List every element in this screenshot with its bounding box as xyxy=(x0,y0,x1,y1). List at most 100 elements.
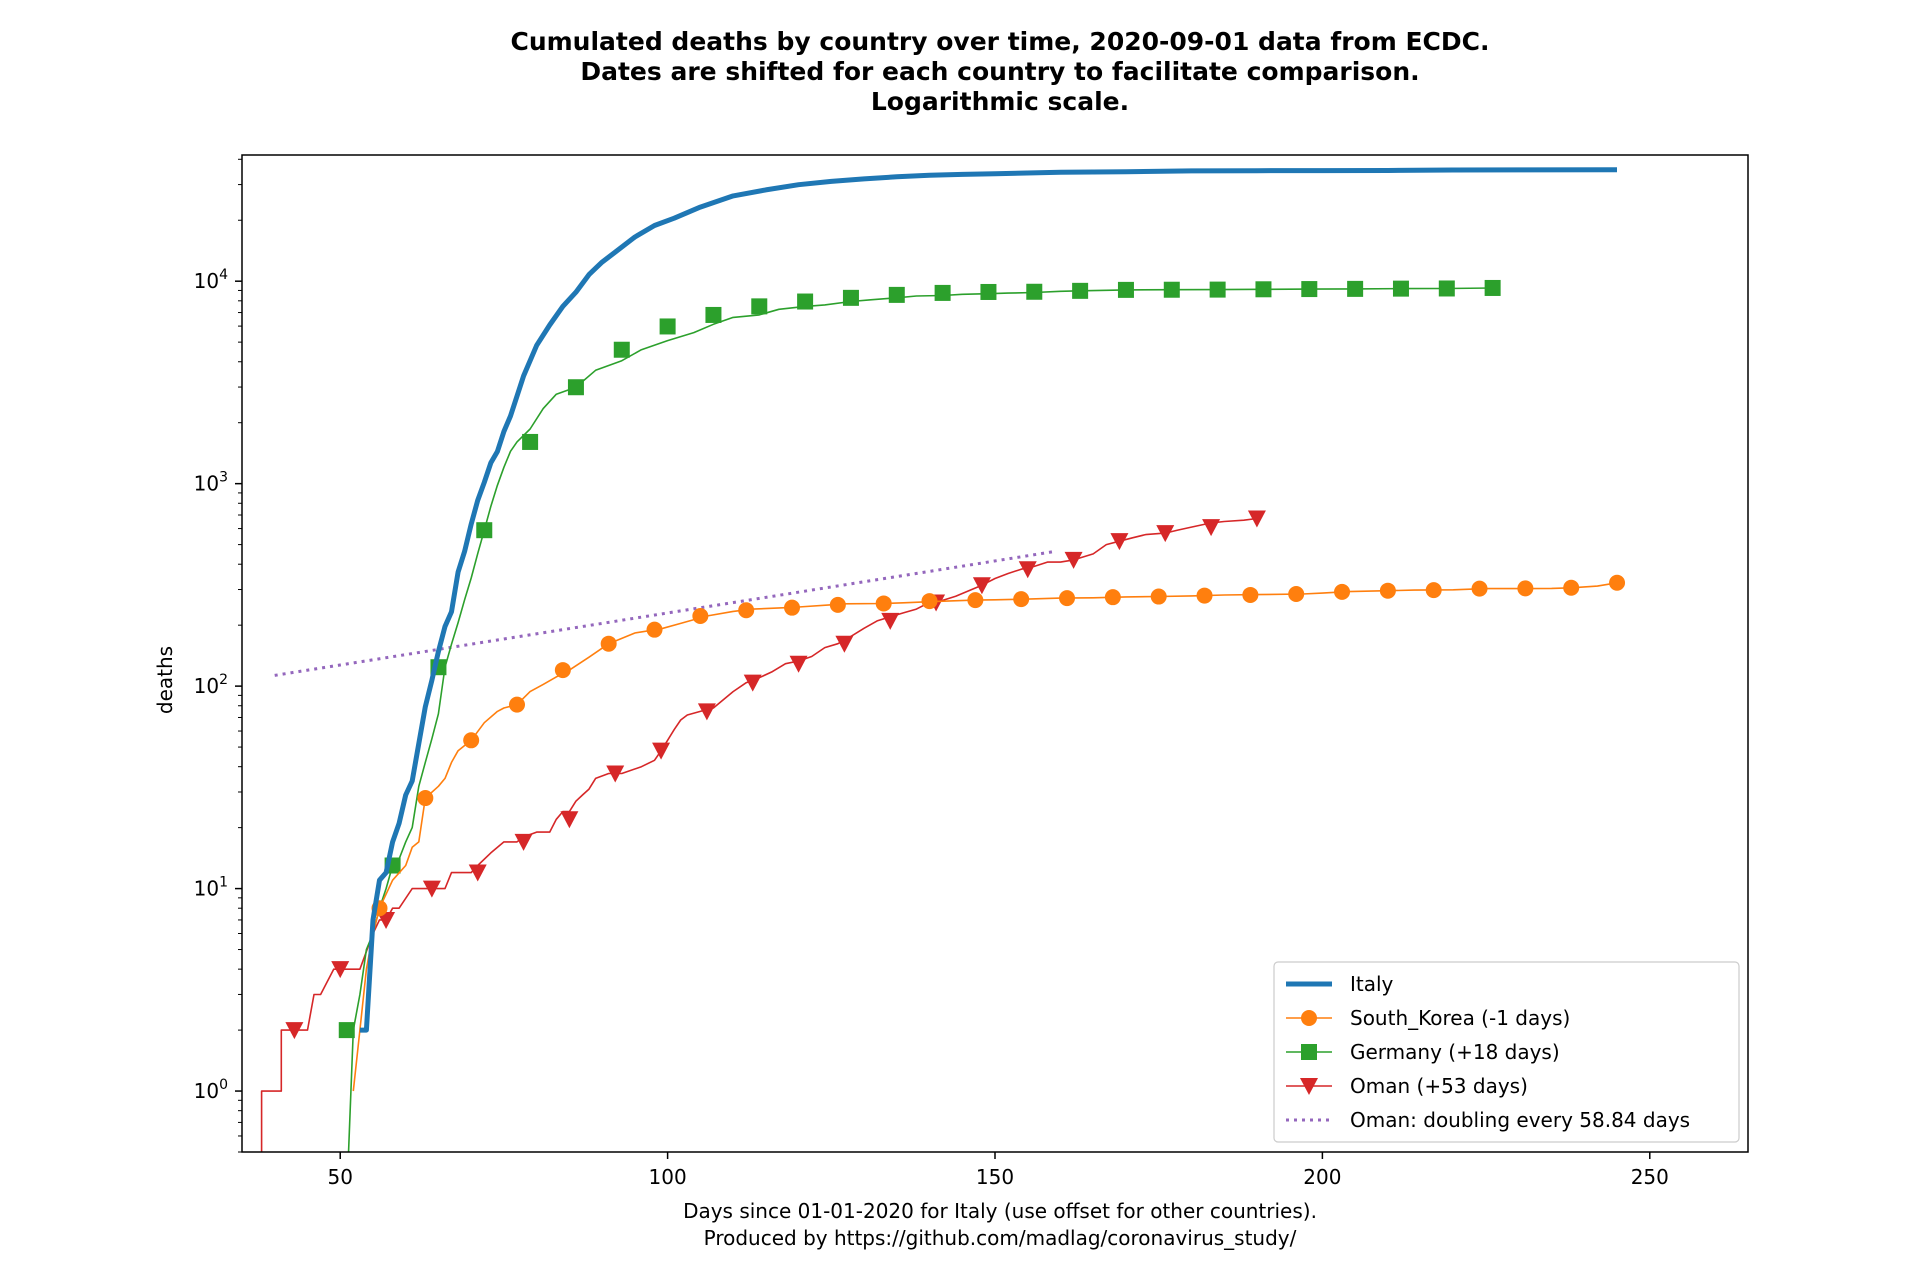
data-point-south-korea-1-days xyxy=(1334,583,1351,600)
data-point-south-korea-1-days xyxy=(784,599,801,616)
legend-marker xyxy=(1301,1010,1317,1026)
data-point-germany-18-days xyxy=(797,293,814,310)
title-line-2: Dates are shifted for each country to fa… xyxy=(580,57,1419,86)
data-point-oman-53-days xyxy=(514,833,533,851)
data-point-south-korea-1-days xyxy=(967,592,984,609)
data-point-germany-18-days xyxy=(1026,283,1043,300)
series-oman-doubling-every-58-84-days xyxy=(274,550,1055,677)
series-layer xyxy=(260,167,1626,1152)
data-point-south-korea-1-days xyxy=(1196,587,1213,604)
legend-box xyxy=(1273,961,1740,1143)
data-point-germany-18-days xyxy=(842,289,859,306)
data-point-oman-53-days xyxy=(835,635,854,653)
y-axis-label: deaths xyxy=(153,646,177,714)
data-point-germany-18-days xyxy=(934,284,951,301)
data-point-germany-18-days xyxy=(751,298,768,315)
legend-entry-germany-18-days: Germany (+18 days) xyxy=(1286,1040,1560,1064)
data-point-south-korea-1-days xyxy=(1609,574,1626,591)
series-italy xyxy=(359,167,1618,1033)
legend-entry-oman-53-days: Oman (+53 days) xyxy=(1286,1074,1528,1098)
data-point-oman-53-days xyxy=(285,1022,304,1040)
legend-label: Oman: doubling every 58.84 days xyxy=(1350,1108,1690,1132)
y-tick-label: 102 xyxy=(194,672,228,698)
data-point-south-korea-1-days xyxy=(1517,580,1534,597)
data-point-oman-53-days xyxy=(1202,519,1221,537)
axes-layer: 50 100 150 200 250 100 101 102 103 104 xyxy=(194,154,1749,1189)
data-point-south-korea-1-days xyxy=(921,593,938,610)
data-point-germany-18-days xyxy=(1255,281,1272,298)
data-point-south-korea-1-days xyxy=(463,732,480,749)
data-point-south-korea-1-days xyxy=(692,607,709,624)
data-point-oman-53-days xyxy=(1018,561,1037,579)
data-point-south-korea-1-days xyxy=(1563,579,1580,596)
data-point-south-korea-1-days xyxy=(1471,580,1488,597)
data-point-oman-53-days xyxy=(1110,533,1129,551)
series-line-italy xyxy=(359,167,1618,1033)
data-point-germany-18-days xyxy=(1392,280,1409,297)
data-point-germany-18-days xyxy=(888,286,905,303)
data-point-oman-53-days xyxy=(422,880,441,898)
data-point-germany-18-days xyxy=(705,306,722,323)
legend-label: Germany (+18 days) xyxy=(1350,1040,1560,1064)
legend-marker xyxy=(1301,1044,1317,1060)
legend: Italy South_Korea (-1 days) Germany (+18 d… xyxy=(1273,961,1740,1143)
data-point-oman-53-days xyxy=(881,612,900,630)
data-point-oman-53-days xyxy=(972,577,991,595)
y-tick-label: 100 xyxy=(194,1077,228,1103)
series-germany-18-days xyxy=(338,279,1501,1152)
title-line-3: Logarithmic scale. xyxy=(871,87,1129,116)
data-point-south-korea-1-days xyxy=(1288,586,1305,603)
legend-marker xyxy=(1300,1078,1318,1095)
data-point-south-korea-1-days xyxy=(1242,586,1259,603)
data-point-germany-18-days xyxy=(1117,281,1134,298)
x-tick-label: 100 xyxy=(649,1165,687,1189)
data-point-oman-53-days xyxy=(468,864,487,882)
chart-title: Cumulated deaths by country over time, 2… xyxy=(510,27,1489,116)
data-point-south-korea-1-days xyxy=(1013,591,1030,608)
data-point-germany-18-days xyxy=(1438,280,1455,297)
x-tick-label: 50 xyxy=(327,1165,352,1189)
data-point-germany-18-days xyxy=(1072,282,1089,299)
data-point-south-korea-1-days xyxy=(600,635,617,652)
data-point-germany-18-days xyxy=(980,283,997,300)
data-point-south-korea-1-days xyxy=(829,596,846,613)
x-tick-label: 150 xyxy=(976,1165,1014,1189)
x-axis-label-line-1: Days since 01-01-2020 for Italy (use off… xyxy=(683,1199,1317,1223)
data-point-oman-53-days xyxy=(377,911,396,929)
data-point-south-korea-1-days xyxy=(1104,589,1121,606)
legend-entry-italy: Italy xyxy=(1286,972,1394,996)
data-point-germany-18-days xyxy=(338,1022,355,1039)
data-point-germany-18-days xyxy=(1347,280,1364,297)
data-point-south-korea-1-days xyxy=(417,790,434,807)
legend-entry-oman-doubling-every-58-84-days: Oman: doubling every 58.84 days xyxy=(1286,1108,1690,1132)
x-axis-label-line-2: Produced by https://github.com/madlag/co… xyxy=(704,1226,1297,1250)
data-point-south-korea-1-days xyxy=(1059,590,1076,607)
data-point-germany-18-days xyxy=(1163,281,1180,298)
data-point-south-korea-1-days xyxy=(738,602,755,619)
data-point-germany-18-days xyxy=(1484,279,1501,296)
y-tick-label: 104 xyxy=(194,267,228,293)
data-point-germany-18-days xyxy=(1301,281,1318,298)
y-tick-label: 103 xyxy=(194,470,228,496)
data-point-oman-53-days xyxy=(743,674,762,692)
data-point-oman-53-days xyxy=(1064,551,1083,569)
series-line-oman-doubling-every-58-84-days xyxy=(274,550,1055,677)
data-point-germany-18-days xyxy=(476,522,493,539)
data-point-south-korea-1-days xyxy=(554,662,571,679)
data-point-oman-53-days xyxy=(1156,525,1175,543)
legend-label: Italy xyxy=(1350,972,1394,996)
legend-label: Oman (+53 days) xyxy=(1350,1074,1528,1098)
data-point-oman-53-days xyxy=(560,811,579,829)
legend-entry-south-korea-1-days: South_Korea (-1 days) xyxy=(1286,1006,1570,1030)
data-point-south-korea-1-days xyxy=(1425,582,1442,599)
data-point-germany-18-days xyxy=(1209,281,1226,298)
data-point-oman-53-days xyxy=(697,703,716,721)
legend-label: South_Korea (-1 days) xyxy=(1350,1006,1570,1030)
data-point-germany-18-days xyxy=(522,433,539,450)
x-tick-label: 250 xyxy=(1631,1165,1669,1189)
data-point-germany-18-days xyxy=(567,379,584,396)
x-axis-label: Days since 01-01-2020 for Italy (use off… xyxy=(683,1199,1317,1250)
data-point-germany-18-days xyxy=(613,341,630,358)
